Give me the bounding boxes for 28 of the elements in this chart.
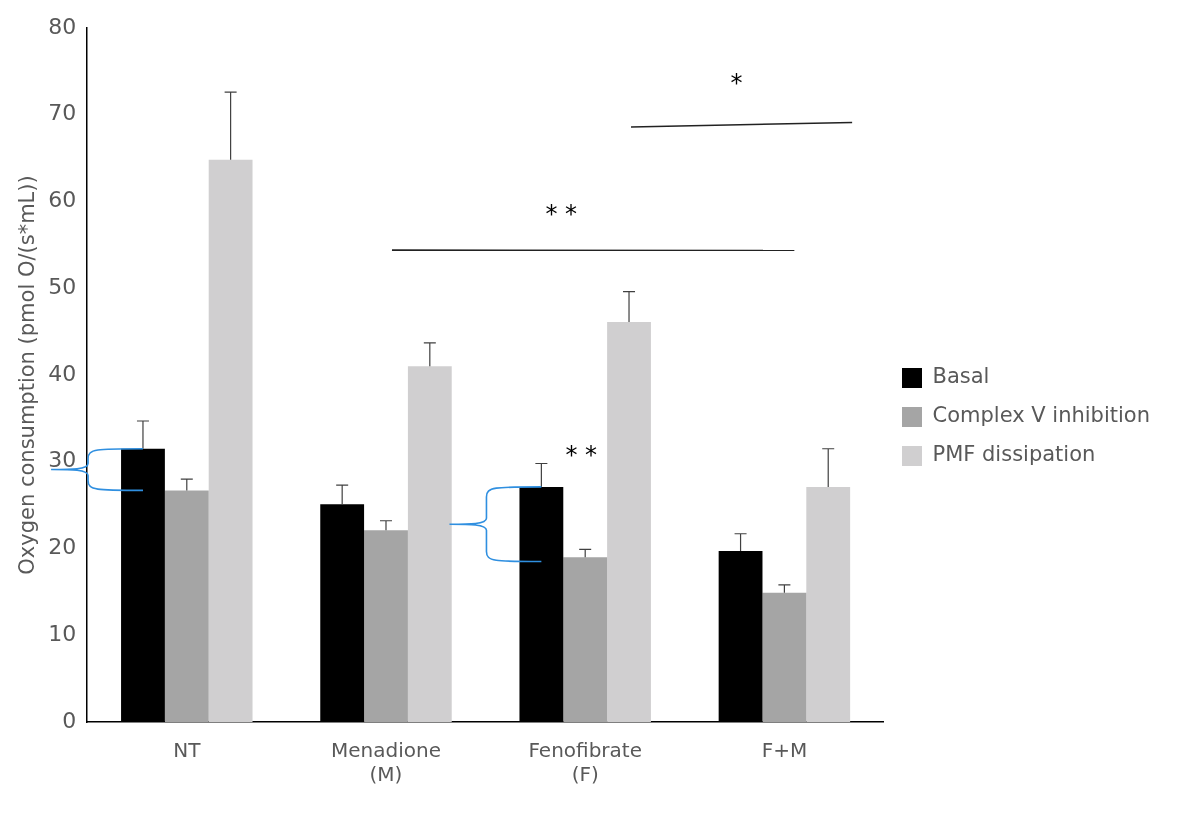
- bar: [364, 530, 408, 722]
- bar: [806, 486, 851, 722]
- y-tick-label: 0: [62, 707, 77, 733]
- bar: [563, 557, 608, 722]
- y-tick-label: 30: [48, 447, 77, 473]
- bar: [164, 490, 209, 722]
- y-axis-title: Oxygen consumption (pmol O/(s*mL)): [15, 175, 40, 575]
- x-tick-label: F+M: [761, 738, 808, 763]
- annotation: *: [730, 68, 743, 97]
- y-tick-label: 10: [48, 620, 77, 646]
- y-tick-label: 60: [48, 187, 77, 213]
- bar: [208, 159, 253, 722]
- y-tick-label: 70: [48, 100, 77, 126]
- bar: [762, 592, 807, 722]
- legend-label: Basal: [932, 364, 990, 389]
- legend-label: PMF dissipation: [932, 442, 1096, 467]
- y-tick-label: 50: [48, 273, 77, 299]
- y-tick-label: 20: [48, 534, 77, 560]
- annotation: * *: [545, 200, 578, 229]
- x-tick-label: NT: [173, 738, 202, 763]
- x-tick-label: Fenofibrate (F): [528, 738, 642, 787]
- annotation: * *: [565, 440, 598, 469]
- y-tick-label: 40: [48, 360, 77, 386]
- legend-label: Complex V inhibition: [932, 403, 1151, 428]
- y-tick-label: 80: [48, 13, 77, 39]
- x-tick-label: Menadione (M): [331, 738, 441, 787]
- bar: [607, 322, 651, 722]
- bar: [407, 366, 452, 722]
